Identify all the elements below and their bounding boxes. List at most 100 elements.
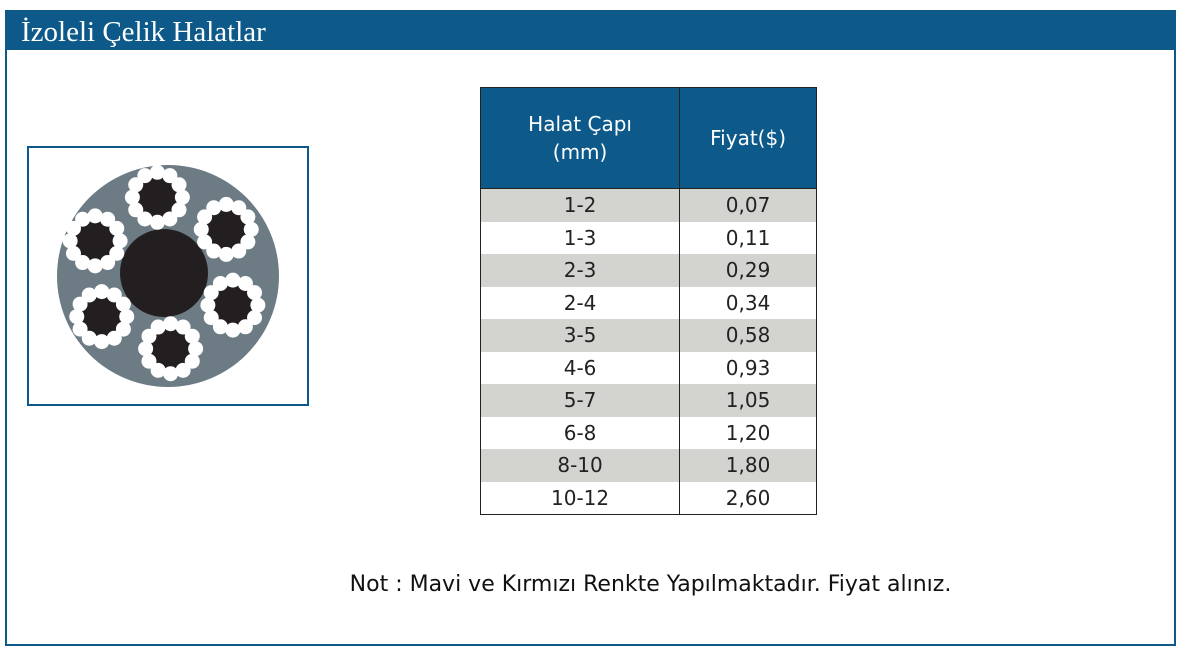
wire: [237, 275, 253, 291]
wire: [69, 309, 85, 325]
wire: [162, 211, 178, 227]
wire: [171, 202, 187, 218]
table-cell: 1,20: [679, 416, 817, 449]
title-bar: İzoleli Çelik Halatlar: [7, 12, 1174, 50]
table-cell: 1-3: [479, 221, 681, 254]
wire: [109, 245, 125, 261]
wire: [218, 196, 234, 212]
table-row: 3-5 0,58: [479, 319, 817, 352]
wire: [128, 177, 144, 193]
table-cell: 2,60: [679, 481, 817, 515]
table-cell: 5-7: [479, 384, 681, 417]
wire: [109, 220, 125, 236]
table-row: 2-3 0,29: [479, 254, 817, 287]
table-cell: 2-4: [479, 286, 681, 319]
table-cell: 1-2: [479, 188, 681, 222]
wire: [115, 296, 131, 312]
wire: [225, 272, 241, 288]
wire: [206, 243, 222, 259]
wire: [141, 353, 157, 369]
wire: [81, 330, 97, 346]
table-cell: 3-5: [479, 319, 681, 352]
wire: [200, 297, 216, 313]
strand: [76, 291, 127, 342]
strands: [62, 164, 266, 382]
table-cell: 0,34: [679, 286, 817, 319]
wire: [197, 234, 213, 250]
wire: [150, 319, 166, 335]
wire: [243, 221, 259, 237]
column-header: Fiyat($): [679, 87, 817, 189]
wire: [174, 189, 190, 205]
table-cell: 1,80: [679, 449, 817, 482]
title: İzoleli Çelik Halatlar: [21, 16, 266, 48]
wire: [175, 362, 191, 378]
wire: [65, 220, 81, 236]
wire: [184, 353, 200, 369]
wire: [65, 245, 81, 261]
table-cell: 8-10: [479, 449, 681, 482]
price-table: Halat Çapı (mm) Fiyat($) 1-2 0,07 1-3 0,11 2…: [479, 87, 817, 515]
wire: [163, 316, 179, 332]
wire: [138, 341, 154, 357]
table-row: 1-2 0,07: [479, 188, 817, 222]
table-cell: 2-3: [479, 254, 681, 287]
wire: [149, 164, 165, 180]
table-row: 8-10 1,80: [479, 449, 817, 482]
wire: [184, 328, 200, 344]
wire: [81, 287, 97, 303]
wire: [175, 319, 191, 335]
wire: [87, 208, 103, 224]
rope-image: [27, 146, 309, 406]
panel: İzoleli Çelik Halatlar Halat Çapı (mm) F…: [5, 10, 1176, 646]
wire: [119, 309, 135, 325]
wire: [75, 211, 91, 227]
wire: [247, 285, 263, 301]
table-row: 2-4 0,34: [479, 286, 817, 319]
strand: [70, 215, 121, 266]
wire: [94, 334, 110, 350]
wire: [188, 341, 204, 357]
wire: [231, 200, 247, 216]
wire: [141, 328, 157, 344]
wire: [149, 214, 165, 230]
wire: [218, 246, 234, 262]
wire: [75, 255, 91, 271]
table-cell: 0,07: [679, 188, 817, 222]
wire: [87, 258, 103, 274]
strand: [145, 323, 196, 374]
wire: [137, 168, 153, 184]
table-row: 4-6 0,93: [479, 351, 817, 384]
wire: [212, 319, 228, 335]
wire: [106, 330, 122, 346]
wire: [94, 284, 110, 300]
table-cell: 1,05: [679, 384, 817, 417]
wire: [112, 233, 128, 249]
wire: [206, 200, 222, 216]
wire: [137, 211, 153, 227]
wire: [100, 255, 116, 271]
table-cell: 0,29: [679, 254, 817, 287]
wire: [193, 221, 209, 237]
table-row: 6-8 1,20: [479, 416, 817, 449]
strand: [201, 204, 252, 255]
wire: [62, 233, 78, 249]
wire: [250, 297, 266, 313]
strand: [132, 172, 183, 223]
wire: [197, 209, 213, 225]
wire: [162, 168, 178, 184]
wire: [106, 287, 122, 303]
wire: [171, 177, 187, 193]
wire: [240, 209, 256, 225]
wire: [203, 285, 219, 301]
table-row: 1-3 0,11: [479, 221, 817, 254]
column-header: Halat Çapı (mm): [479, 87, 681, 189]
table-cell: 0,93: [679, 351, 817, 384]
wire: [115, 321, 131, 337]
table-cell: 10-12: [479, 481, 681, 515]
table-cell: 0,11: [679, 221, 817, 254]
table-cell: 0,58: [679, 319, 817, 352]
wire: [247, 310, 263, 326]
wire: [100, 211, 116, 227]
wire: [240, 234, 256, 250]
